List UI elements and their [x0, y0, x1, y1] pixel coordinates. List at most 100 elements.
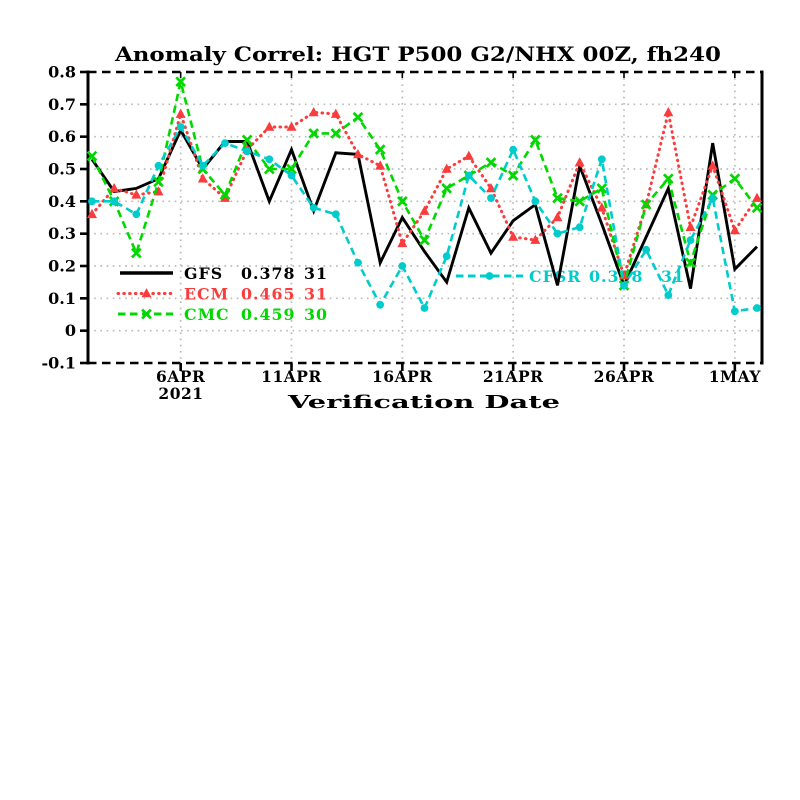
data-point-ecm [596, 202, 607, 212]
data-point-ecm [330, 108, 341, 118]
series-layer [86, 76, 763, 316]
data-point-cmc [729, 173, 741, 185]
data-point-ecm [574, 157, 585, 167]
x-tick-label: 11APR [261, 367, 322, 386]
data-point-cmc [507, 170, 519, 181]
y-tick-label: 0.7 [48, 95, 76, 114]
legend-count-ecm: 31 [304, 284, 328, 303]
data-point-cmc [419, 234, 430, 246]
y-tick-label: 0 [65, 321, 76, 340]
data-point-cfsr [331, 210, 340, 219]
data-point-cfsr [487, 194, 495, 203]
y-tick-label: 0.5 [48, 160, 76, 179]
data-point-ecm [663, 107, 674, 117]
data-point-cmc [552, 192, 563, 204]
legend-item-ecm: ECM 0.465 31 [116, 284, 328, 303]
y-tick-label: 0.8 [48, 63, 76, 82]
data-point-cfsr [708, 194, 717, 203]
data-point-cmc [485, 157, 497, 168]
data-point-ecm [508, 231, 519, 241]
data-point-cfsr [265, 155, 274, 164]
legend-marker-cfsr [485, 272, 494, 280]
data-point-ecm [220, 192, 230, 202]
data-point-cfsr [243, 147, 252, 156]
data-point-cfsr [398, 262, 407, 270]
data-point-cfsr [531, 197, 540, 206]
data-point-ecm [175, 108, 186, 118]
legend-count-gfs: 31 [304, 264, 328, 283]
data-point-cfsr [132, 210, 141, 219]
series-line-cmc [90, 81, 759, 286]
legend-marker-cmc [141, 308, 152, 320]
data-point-cfsr [730, 307, 739, 316]
data-point-ecm [685, 221, 696, 231]
x-tick-label: 6APR [156, 367, 205, 386]
legend-item-cfsr: CFSR 0.358 31 [456, 267, 684, 286]
data-point-cmc [86, 150, 98, 162]
data-point-cfsr [553, 229, 562, 238]
legend-count-cmc: 30 [304, 305, 328, 324]
series-cfsr [88, 123, 761, 316]
data-point-cfsr [88, 197, 96, 206]
data-point-cfsr [664, 291, 673, 299]
legend-item-gfs: GFS 0.378 31 [120, 264, 328, 283]
data-point-ecm [131, 189, 142, 199]
x-tick-label: 26APR [594, 367, 655, 386]
y-tick-label: -0.1 [42, 354, 76, 373]
y-tick-label: 0.3 [48, 224, 76, 243]
data-point-cmc [374, 144, 386, 155]
data-point-ecm [552, 212, 563, 222]
x-axis-title: Verification Date [286, 392, 560, 413]
data-point-cmc [529, 134, 541, 146]
data-point-cmc [685, 257, 696, 269]
axis-layer: 0.8 0.7 0.6 0.5 0.4 0.3 0.2 0.1 0 -0.1 6APR 11APR 16… [42, 63, 764, 386]
data-point-cfsr [198, 161, 207, 170]
data-point-cmc [130, 247, 142, 259]
data-point-cfsr [575, 223, 584, 232]
data-point-cmc [352, 111, 364, 123]
series-cmc [86, 76, 763, 291]
legend: GFS 0.378 31 ECM 0.465 31 CMC 0.459 30 CFSR 0.358 3… [116, 264, 684, 324]
year-label: 2021 [158, 384, 203, 403]
legend-item-cmc: CMC 0.459 30 [118, 305, 328, 324]
data-point-ecm [530, 234, 541, 244]
legend-marker-ecm [141, 288, 152, 298]
data-point-cfsr [309, 203, 318, 212]
data-point-cfsr [686, 236, 695, 245]
data-point-cfsr [221, 139, 229, 148]
y-tick-label: 0.4 [48, 192, 76, 211]
data-point-ecm [353, 149, 363, 159]
data-point-cmc [330, 128, 342, 139]
data-point-cfsr [110, 197, 119, 206]
data-point-ecm [197, 173, 208, 183]
data-point-cmc [751, 202, 763, 214]
data-point-cmc [241, 134, 253, 146]
legend-score-gfs: 0.378 [241, 264, 295, 283]
data-point-ecm [87, 208, 97, 219]
y-tick-label: 0.1 [48, 289, 76, 308]
data-point-cmc [596, 183, 608, 194]
legend-label-ecm: ECM [184, 284, 229, 303]
data-point-cmc [219, 189, 231, 201]
data-point-cmc [263, 163, 275, 175]
legend-label-gfs: GFS [184, 264, 223, 283]
legend-score-cfsr: 0.358 [589, 267, 643, 286]
data-point-ecm [264, 121, 275, 131]
data-point-cfsr [420, 304, 429, 312]
data-point-cfsr [287, 171, 296, 180]
data-point-cfsr [509, 145, 518, 154]
x-tick-label: 1MAY [709, 367, 762, 386]
data-point-ecm [463, 150, 474, 160]
data-point-ecm [729, 225, 740, 235]
data-point-ecm [441, 163, 452, 173]
data-point-cfsr [154, 161, 163, 170]
data-point-ecm [752, 192, 762, 202]
data-point-cmc [153, 176, 164, 188]
y-tick-label: 0.6 [48, 127, 76, 146]
data-point-cmc [175, 76, 187, 88]
chart-title: Anomaly Correl: HGT P500 G2/NHX 00Z, fh2… [114, 42, 721, 66]
legend-label-cmc: CMC [184, 305, 230, 324]
data-point-cmc [441, 183, 453, 194]
